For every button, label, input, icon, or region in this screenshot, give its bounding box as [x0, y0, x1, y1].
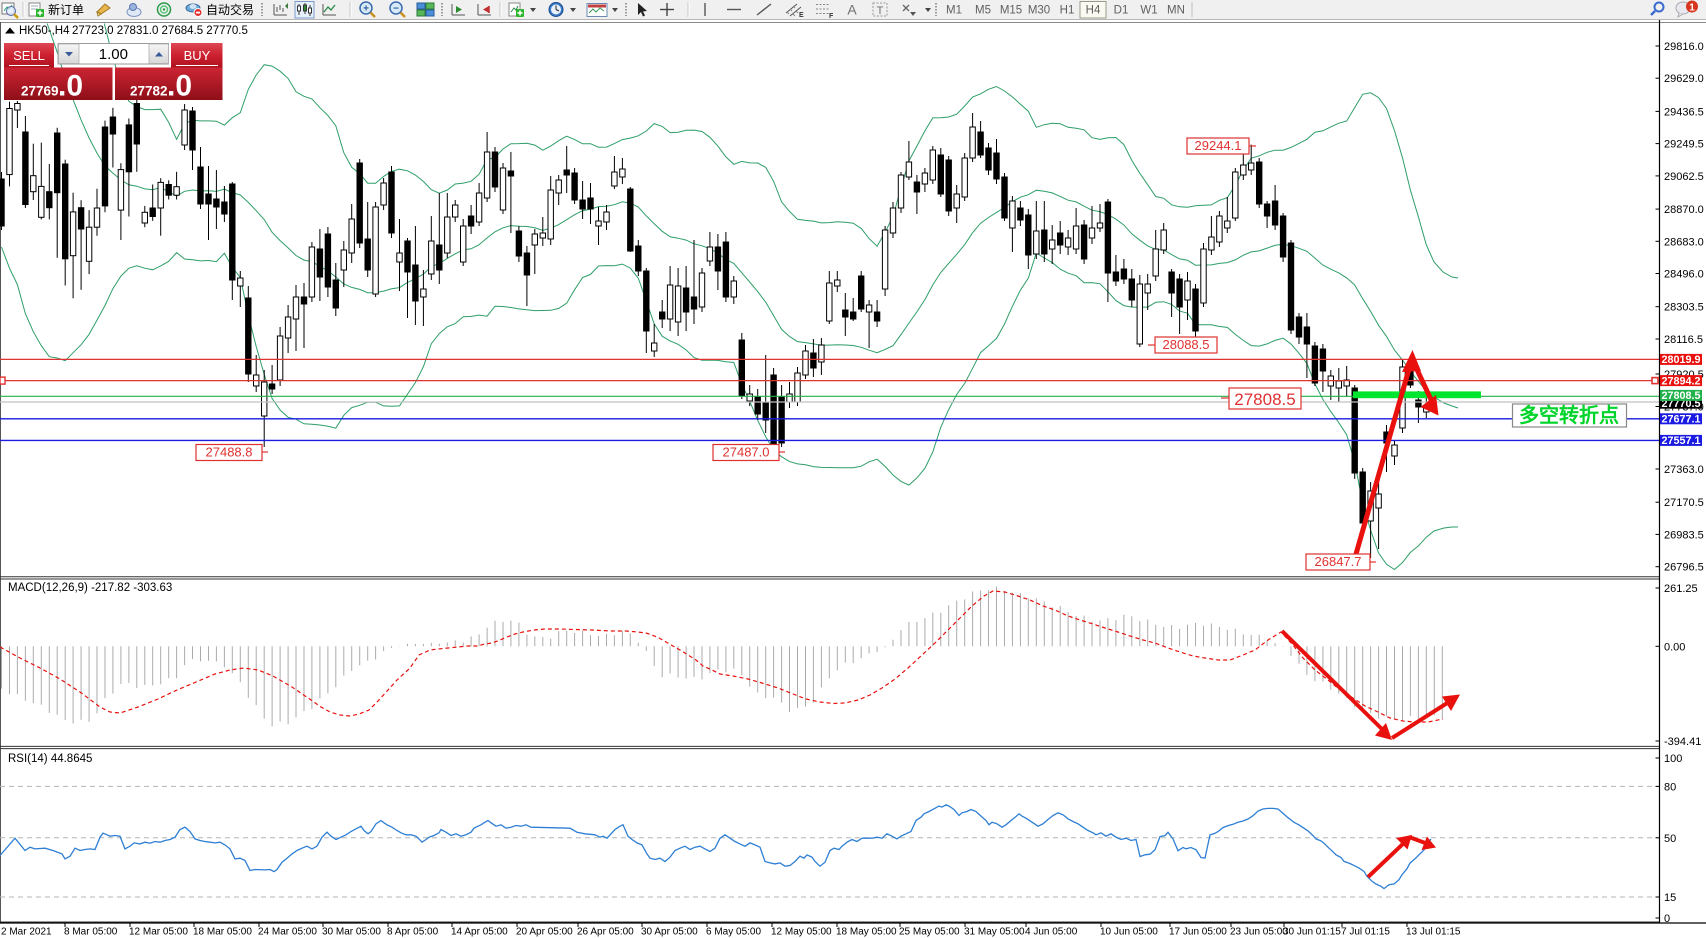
svg-text:26796.5: 26796.5	[1664, 562, 1704, 574]
svg-text:M30: M30	[1028, 5, 1050, 17]
svg-text:80: 80	[1664, 781, 1676, 793]
svg-text:28019.9: 28019.9	[1661, 354, 1700, 366]
svg-text:28088.5: 28088.5	[1163, 337, 1210, 352]
svg-text:27808.5: 27808.5	[1234, 390, 1295, 409]
svg-text:RSI(14) 44.8645: RSI(14) 44.8645	[8, 753, 92, 765]
svg-text:14 Apr 05:00: 14 Apr 05:00	[451, 927, 508, 938]
svg-text:10 Jun 05:00: 10 Jun 05:00	[1100, 927, 1158, 938]
svg-text:D1: D1	[1114, 5, 1129, 17]
svg-text:27782: 27782	[130, 84, 168, 99]
svg-text:4 Jun 05:00: 4 Jun 05:00	[1025, 927, 1078, 938]
svg-text:F: F	[829, 13, 834, 20]
svg-text:自动交易: 自动交易	[206, 2, 254, 17]
svg-text:29816.0: 29816.0	[1664, 41, 1704, 53]
svg-text:BUY: BUY	[184, 48, 211, 63]
svg-text:24 Mar 05:00: 24 Mar 05:00	[258, 927, 317, 938]
svg-text:0.00: 0.00	[1664, 641, 1685, 653]
svg-text:新订单: 新订单	[48, 2, 84, 17]
svg-text:0: 0	[1664, 913, 1670, 925]
svg-text:27363.0: 27363.0	[1664, 464, 1704, 476]
svg-text:T: T	[877, 5, 884, 17]
svg-text:29062.5: 29062.5	[1664, 171, 1704, 183]
svg-text:29629.0: 29629.0	[1664, 73, 1704, 85]
svg-text:261.25: 261.25	[1664, 583, 1698, 595]
svg-text:1: 1	[1689, 3, 1695, 14]
svg-text:HK50-,H4: HK50-,H4	[19, 25, 70, 37]
svg-text:23 Jun 05:00: 23 Jun 05:00	[1230, 927, 1288, 938]
svg-text:1.00: 1.00	[99, 46, 128, 63]
svg-text:30 Jun 01:15: 30 Jun 01:15	[1283, 927, 1341, 938]
svg-text:.0: .0	[58, 70, 83, 103]
svg-text:H1: H1	[1060, 5, 1075, 17]
svg-text:27170.5: 27170.5	[1664, 497, 1704, 509]
svg-text:28116.5: 28116.5	[1664, 334, 1703, 346]
svg-text:MN: MN	[1167, 5, 1185, 17]
svg-text:29244.1: 29244.1	[1195, 138, 1242, 153]
svg-text:6 May 05:00: 6 May 05:00	[706, 927, 761, 938]
svg-text:27677.1: 27677.1	[1661, 414, 1700, 426]
svg-text:28870.0: 28870.0	[1664, 204, 1704, 216]
svg-text:26 Apr 05:00: 26 Apr 05:00	[577, 927, 634, 938]
svg-text:28496.0: 28496.0	[1664, 269, 1704, 281]
svg-text:2 Mar 2021: 2 Mar 2021	[1, 927, 52, 938]
svg-text:18 Mar 05:00: 18 Mar 05:00	[193, 927, 252, 938]
svg-text:27769: 27769	[21, 84, 59, 99]
svg-text:12 Mar 05:00: 12 Mar 05:00	[129, 927, 188, 938]
svg-text:17 Jun 05:00: 17 Jun 05:00	[1169, 927, 1227, 938]
svg-text:25 May 05:00: 25 May 05:00	[899, 927, 960, 938]
svg-text:多空转折点: 多空转折点	[1519, 403, 1619, 427]
svg-text:MACD(12,26,9) -217.82 -303.63: MACD(12,26,9) -217.82 -303.63	[8, 582, 172, 594]
svg-text:31 May 05:00: 31 May 05:00	[964, 927, 1025, 938]
svg-text:30 Mar 05:00: 30 Mar 05:00	[322, 927, 381, 938]
svg-text:E: E	[799, 12, 804, 19]
svg-text:27808.5: 27808.5	[1661, 390, 1700, 402]
svg-text:50: 50	[1664, 833, 1676, 845]
svg-text:8 Apr 05:00: 8 Apr 05:00	[387, 927, 439, 938]
svg-text:W1: W1	[1140, 5, 1157, 17]
svg-text:8 Mar 05:00: 8 Mar 05:00	[64, 927, 118, 938]
svg-text:100: 100	[1664, 753, 1682, 765]
svg-text:7 Jul 01:15: 7 Jul 01:15	[1341, 927, 1390, 938]
svg-text:M1: M1	[946, 5, 962, 17]
svg-text:H4: H4	[1086, 5, 1101, 17]
svg-text:27488.8: 27488.8	[206, 445, 253, 460]
svg-text:28683.0: 28683.0	[1664, 236, 1704, 248]
svg-text:.0: .0	[167, 70, 192, 103]
svg-text:13 Jul 01:15: 13 Jul 01:15	[1406, 927, 1461, 938]
svg-text:−: −	[393, 4, 399, 15]
svg-text:27894.2: 27894.2	[1661, 375, 1700, 387]
svg-text:+: +	[363, 4, 369, 15]
svg-text:M15: M15	[1000, 5, 1022, 17]
svg-text:26983.5: 26983.5	[1664, 529, 1704, 541]
svg-text:30 Apr 05:00: 30 Apr 05:00	[641, 927, 698, 938]
svg-text:29436.5: 29436.5	[1664, 106, 1704, 118]
svg-text:A: A	[847, 2, 857, 18]
svg-text:SELL: SELL	[13, 48, 45, 63]
svg-text:15: 15	[1664, 892, 1676, 904]
svg-text:M5: M5	[975, 5, 991, 17]
svg-text:29249.5: 29249.5	[1664, 139, 1704, 151]
svg-text:26847.7: 26847.7	[1315, 554, 1362, 569]
svg-text:12 May 05:00: 12 May 05:00	[771, 927, 832, 938]
svg-text:27770.5: 27770.5	[1661, 398, 1700, 410]
svg-text:28303.5: 28303.5	[1664, 302, 1704, 314]
svg-text:27723.0 27831.0 27684.5 27770.: 27723.0 27831.0 27684.5 27770.5	[72, 25, 248, 37]
svg-text:27487.0: 27487.0	[723, 445, 770, 460]
svg-text:-394.41: -394.41	[1664, 736, 1701, 748]
svg-text:18 May 05:00: 18 May 05:00	[836, 927, 897, 938]
svg-text:20 Apr 05:00: 20 Apr 05:00	[516, 927, 573, 938]
svg-text:27557.1: 27557.1	[1661, 435, 1700, 447]
